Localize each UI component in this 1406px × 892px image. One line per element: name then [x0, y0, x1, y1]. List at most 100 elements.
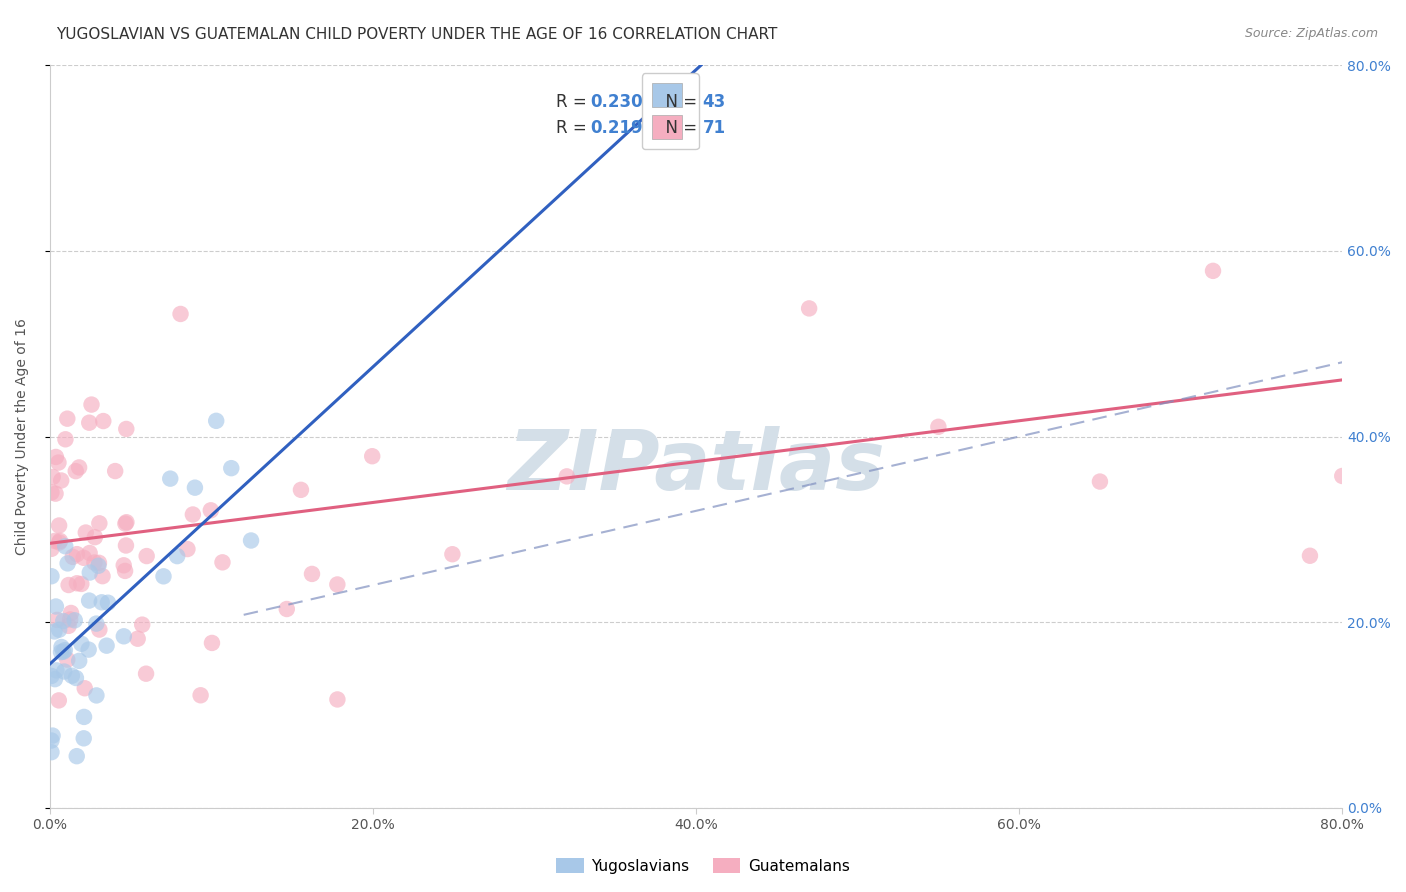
Point	[52, 645, 75, 659]
Point	[326, 577, 349, 591]
Point	[67, 460, 90, 475]
Point	[73, 731, 96, 746]
Point	[52, 614, 75, 628]
Point	[45, 664, 67, 678]
Point	[60, 606, 83, 620]
Point	[115, 515, 138, 529]
Point	[89, 516, 111, 531]
Point	[112, 558, 135, 573]
Point	[65, 464, 87, 478]
Point	[58, 619, 80, 633]
Point	[73, 710, 96, 724]
Point	[1202, 264, 1225, 278]
Point	[51, 474, 73, 488]
Point	[49, 645, 72, 659]
Point	[201, 636, 224, 650]
Point	[73, 550, 96, 565]
Point	[1331, 469, 1354, 483]
Text: 71: 71	[703, 119, 725, 136]
Text: Source: ZipAtlas.com: Source: ZipAtlas.com	[1244, 27, 1378, 40]
Point	[41, 745, 63, 759]
Point	[114, 564, 136, 578]
Point	[104, 464, 127, 478]
Point	[135, 666, 157, 681]
Point	[53, 643, 76, 657]
Point	[301, 566, 323, 581]
Point	[87, 556, 110, 570]
Text: N =: N =	[655, 94, 702, 112]
Point	[797, 301, 820, 316]
Point	[48, 456, 70, 470]
Point	[51, 640, 73, 654]
Point	[169, 307, 191, 321]
Point	[112, 629, 135, 643]
Point	[56, 411, 79, 425]
Point	[44, 533, 66, 548]
Point	[91, 414, 114, 428]
Point	[86, 616, 108, 631]
Point	[184, 481, 207, 495]
Point	[41, 541, 63, 556]
Text: 0.230: 0.230	[591, 94, 643, 112]
Point	[176, 542, 198, 557]
Point	[55, 432, 77, 446]
Point	[79, 546, 101, 560]
Point	[86, 689, 108, 703]
Point	[96, 639, 118, 653]
Legend: , : ,	[643, 73, 699, 149]
Point	[276, 602, 298, 616]
Y-axis label: Child Poverty Under the Age of 16: Child Poverty Under the Age of 16	[15, 318, 30, 555]
Point	[159, 472, 181, 486]
Point	[166, 549, 188, 563]
Point	[89, 623, 111, 637]
Point	[45, 599, 67, 614]
Point	[48, 535, 70, 549]
Point	[1299, 549, 1322, 563]
Point	[65, 671, 87, 685]
Point	[77, 593, 100, 607]
Text: 0.219: 0.219	[591, 119, 643, 136]
Point	[190, 688, 212, 702]
Point	[115, 422, 138, 436]
Point	[48, 693, 70, 707]
Point	[70, 577, 93, 591]
Point	[46, 613, 69, 627]
Point	[62, 549, 84, 564]
Point	[290, 483, 312, 497]
Text: R =: R =	[557, 94, 592, 112]
Point	[45, 486, 67, 500]
Point	[49, 533, 72, 548]
Point	[70, 637, 93, 651]
Point	[66, 576, 89, 591]
Text: N =: N =	[655, 119, 702, 136]
Point	[200, 503, 222, 517]
Point	[127, 632, 149, 646]
Point	[56, 652, 79, 666]
Legend: Yugoslavians, Guatemalans: Yugoslavians, Guatemalans	[550, 852, 856, 880]
Point	[80, 398, 103, 412]
Point	[114, 516, 136, 531]
Point	[83, 530, 105, 544]
Point	[56, 557, 79, 571]
Point	[87, 558, 110, 573]
Point	[53, 539, 76, 553]
Point	[66, 749, 89, 764]
Point	[63, 613, 86, 627]
Point	[59, 612, 82, 626]
Point	[60, 669, 83, 683]
Point	[44, 672, 66, 686]
Point	[41, 569, 63, 583]
Point	[44, 624, 66, 639]
Point	[48, 518, 70, 533]
Point	[240, 533, 263, 548]
Point	[205, 414, 228, 428]
Point	[555, 469, 578, 483]
Point	[41, 470, 63, 484]
Point	[326, 692, 349, 706]
Point	[41, 729, 63, 743]
Point	[75, 525, 97, 540]
Point	[441, 547, 464, 561]
Point	[131, 617, 153, 632]
Point	[77, 642, 100, 657]
Point	[73, 681, 96, 696]
